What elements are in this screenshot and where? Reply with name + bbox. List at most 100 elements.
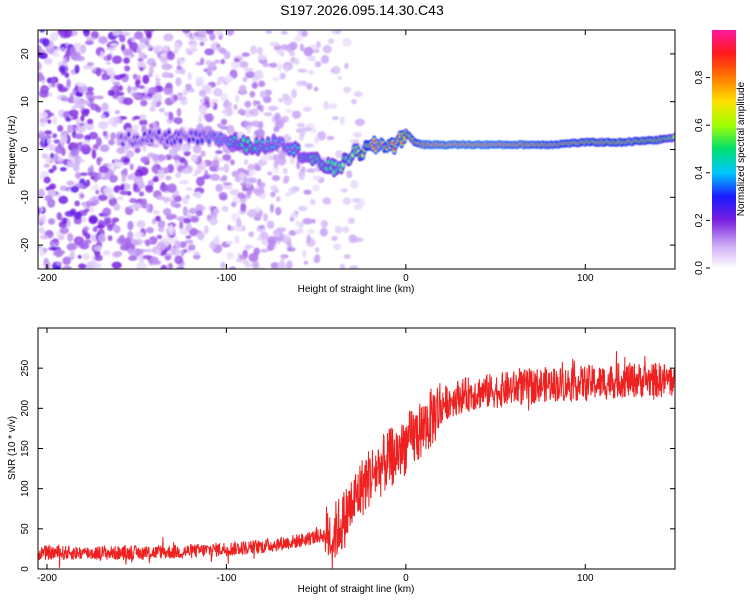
spectrogram-noise-cell [147,44,153,49]
spectrogram-noise-cell [138,114,147,121]
spectrogram-noise-cell [256,104,262,111]
spectrogram-noise-cell [193,253,201,260]
spectrogram-noise-cell [309,198,316,206]
spectrogram-noise-cell [131,124,140,130]
figure-title: S197.2026.095.14.30.C43 [280,2,444,18]
spectrogram-noise-cell [273,189,280,193]
spectrogram-noise-cell [257,54,267,61]
spectrogram-noise-cell [296,122,305,128]
spectrogram-noise-cell [166,51,176,61]
spectrogram-noise-cell [339,116,345,126]
spectrogram-noise-cell [60,47,66,53]
spectrogram-noise-cell [298,170,306,181]
spectrogram-noise-cell [89,186,98,191]
spectrogram-noise-cell [237,194,247,199]
spectrogram-noise-cell [106,66,115,76]
spectrogram-noise-cell [107,53,112,61]
spectrogram-noise-cell [75,118,80,127]
spectrogram-ytick-label: 20 [20,48,31,60]
snr-background [38,328,675,569]
spectrogram-noise-cell [160,264,168,269]
spectrogram-noise-cell [242,76,248,83]
spectrogram-noise-cell [276,49,284,55]
spectrogram-noise-cell [139,248,146,253]
spectrogram-ytick-label: 10 [20,96,31,108]
spectrogram-noise-cell [230,159,235,166]
spectrogram-noise-cell [197,230,205,241]
spectrogram-noise-cell [277,156,287,166]
spectrogram-noise-cell [81,216,88,223]
spectrogram-noise-cell [38,74,45,82]
spectrogram-noise-cell [180,144,189,152]
spectrogram-noise-cell [86,36,96,42]
spectrogram-noise-cell [340,188,348,193]
spectrogram-noise-cell [119,34,126,43]
spectrogram-noise-cell [63,159,68,166]
spectrogram-noise-cell [200,57,205,65]
spectrogram-noise-cell [257,266,266,269]
spectrogram-noise-cell [66,180,75,186]
spectrogram-ridge-core [143,132,146,136]
spectrogram-noise-cell [284,133,289,139]
spectrogram-noise-cell [170,199,177,208]
spectrogram-noise-cell [241,52,250,57]
spectrogram-noise-cell [100,172,106,178]
spectrogram-noise-cell [252,188,261,194]
spectrogram-noise-cell [140,99,148,107]
spectrogram-noise-cell [59,227,69,235]
spectrogram-noise-cell [193,31,201,37]
spectrogram-noise-cell [348,265,359,269]
spectrogram-noise-cell [174,69,184,74]
spectrogram-noise-cell [124,237,132,247]
spectrogram-noise-cell [179,157,186,164]
spectrogram-ridge-core [167,131,171,135]
spectrogram-xlabel: Height of straight line (km) [298,284,415,295]
spectrogram-ridge-core [127,132,131,136]
spectrogram-noise-cell [291,88,297,99]
spectrogram-noise-cell [59,65,66,73]
spectrogram-noise-cell [151,61,157,68]
spectrogram-noise-cell [85,261,97,269]
spectrogram-noise-cell [67,124,74,133]
spectrogram-noise-cell [259,193,267,200]
spectrogram-noise-cell [236,218,242,228]
spectrogram-noise-cell [152,209,160,216]
spectrogram-noise-cell [198,114,203,124]
spectrogram-noise-cell [97,194,108,201]
spectrogram-noise-cell [342,197,352,205]
spectrogram-noise-cell [272,77,281,82]
spectrogram-noise-cell [157,219,166,229]
spectrogram-noise-cell [169,247,181,256]
spectrogram-noise-cell [334,225,343,234]
spectrogram-noise-cell [219,125,229,130]
spectrogram-noise-cell [253,100,261,105]
spectrogram-noise-cell [64,72,70,78]
spectrogram-noise-cell [127,220,134,231]
spectrogram-noise-cell [258,224,266,230]
spectrogram-noise-cell [141,198,147,204]
spectrogram-noise-cell [129,198,137,204]
spectrogram-noise-cell [188,244,196,251]
spectrogram-noise-cell [193,250,200,256]
spectrogram-noise-cell [74,64,80,74]
spectrogram-noise-cell [280,256,285,262]
spectrogram-noise-cell [138,52,144,59]
spectrogram-noise-cell [88,217,98,224]
spectrogram-noise-cell [215,183,223,192]
spectrogram-noise-cell [179,241,187,248]
spectrogram-noise-cell [163,87,174,96]
spectrogram-noise-cell [90,30,99,39]
spectrogram-noise-cell [142,74,150,85]
spectrogram-noise-cell [81,109,90,117]
spectrogram-noise-cell [107,89,115,96]
spectrogram-noise-cell [189,42,198,49]
spectrogram-noise-cell [57,86,68,93]
spectrogram-noise-cell [351,98,357,105]
spectrogram-noise-cell [108,162,117,167]
spectrogram-noise-cell [83,208,90,213]
colorbar-tick-label: 0.2 [694,213,705,227]
spectrogram-noise-cell [255,128,265,139]
spectrogram-noise-cell [155,77,161,83]
spectrogram-noise-cell [244,262,253,268]
spectrogram-noise-cell [160,52,168,58]
